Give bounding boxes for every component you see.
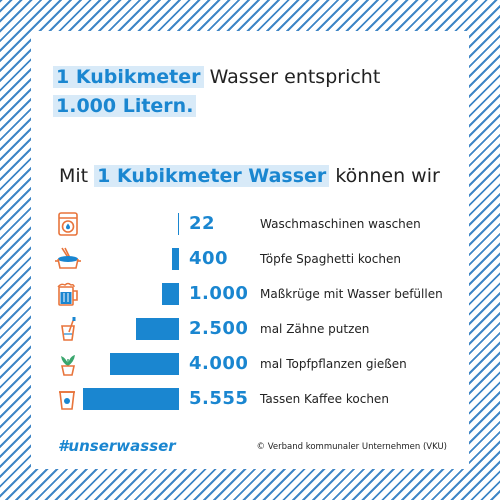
toothbrush-cup-icon <box>61 317 76 341</box>
chart-row-spaghetti: 400 Töpfe Spaghetti kochen <box>31 245 469 273</box>
value-washing: 22 <box>189 213 216 234</box>
subheadline-suffix: können wir <box>335 165 440 187</box>
washing-machine-icon <box>58 212 78 236</box>
value-plants: 4.000 <box>189 353 249 374</box>
coffee-cup-icon <box>59 391 75 410</box>
label-mug: Maßkrüge mit Wasser befüllen <box>260 287 443 301</box>
infographic-panel: 1 Kubikmeter Wasser entspricht 1.000 Lit… <box>31 31 469 469</box>
subheadline-prefix: Mit <box>59 165 89 187</box>
chart-row-teeth: 2.500 mal Zähne putzen <box>31 315 469 343</box>
chart-row-plants: 4.000 mal Topfpflanzen gießen <box>31 350 469 378</box>
label-coffee: Tassen Kaffee kochen <box>260 392 389 406</box>
beer-mug-icon <box>57 282 78 306</box>
value-mug: 1.000 <box>189 283 249 304</box>
label-washing: Waschmaschinen waschen <box>260 217 421 231</box>
bar-mug <box>161 283 179 305</box>
hashtag: #unserwasser <box>58 437 176 455</box>
chart-row-washing: 22 Waschmaschinen waschen <box>31 210 469 238</box>
copyright-credit: © Verband kommunaler Unternehmen (VKU) <box>256 442 447 452</box>
headline-highlight-liters: 1.000 Litern. <box>53 95 197 117</box>
label-plants: mal Topfpflanzen gießen <box>260 357 407 371</box>
label-teeth: mal Zähne putzen <box>260 322 370 336</box>
bar-teeth <box>135 318 179 340</box>
value-spaghetti: 400 <box>189 248 229 269</box>
bar-spaghetti <box>172 248 179 270</box>
bar-plants <box>109 353 179 375</box>
headline-highlight-volume: 1 Kubikmeter <box>53 66 204 88</box>
value-teeth: 2.500 <box>189 318 249 339</box>
subheadline: Mit 1 Kubikmeter Wasser können wir <box>59 165 440 187</box>
potted-plant-icon <box>61 355 75 376</box>
headline: 1 Kubikmeter Wasser entspricht 1.000 Lit… <box>53 63 380 121</box>
label-spaghetti: Töpfe Spaghetti kochen <box>260 252 401 266</box>
headline-text: Wasser entspricht <box>209 66 381 88</box>
pot-icon <box>55 247 81 269</box>
value-coffee: 5.555 <box>189 388 249 409</box>
subheadline-highlight: 1 Kubikmeter Wasser <box>94 165 330 187</box>
chart-row-mug: 1.000 Maßkrüge mit Wasser befüllen <box>31 280 469 308</box>
chart-row-coffee: 5.555 Tassen Kaffee kochen <box>31 385 469 413</box>
bar-coffee <box>83 388 179 410</box>
bar-washing <box>177 213 179 235</box>
